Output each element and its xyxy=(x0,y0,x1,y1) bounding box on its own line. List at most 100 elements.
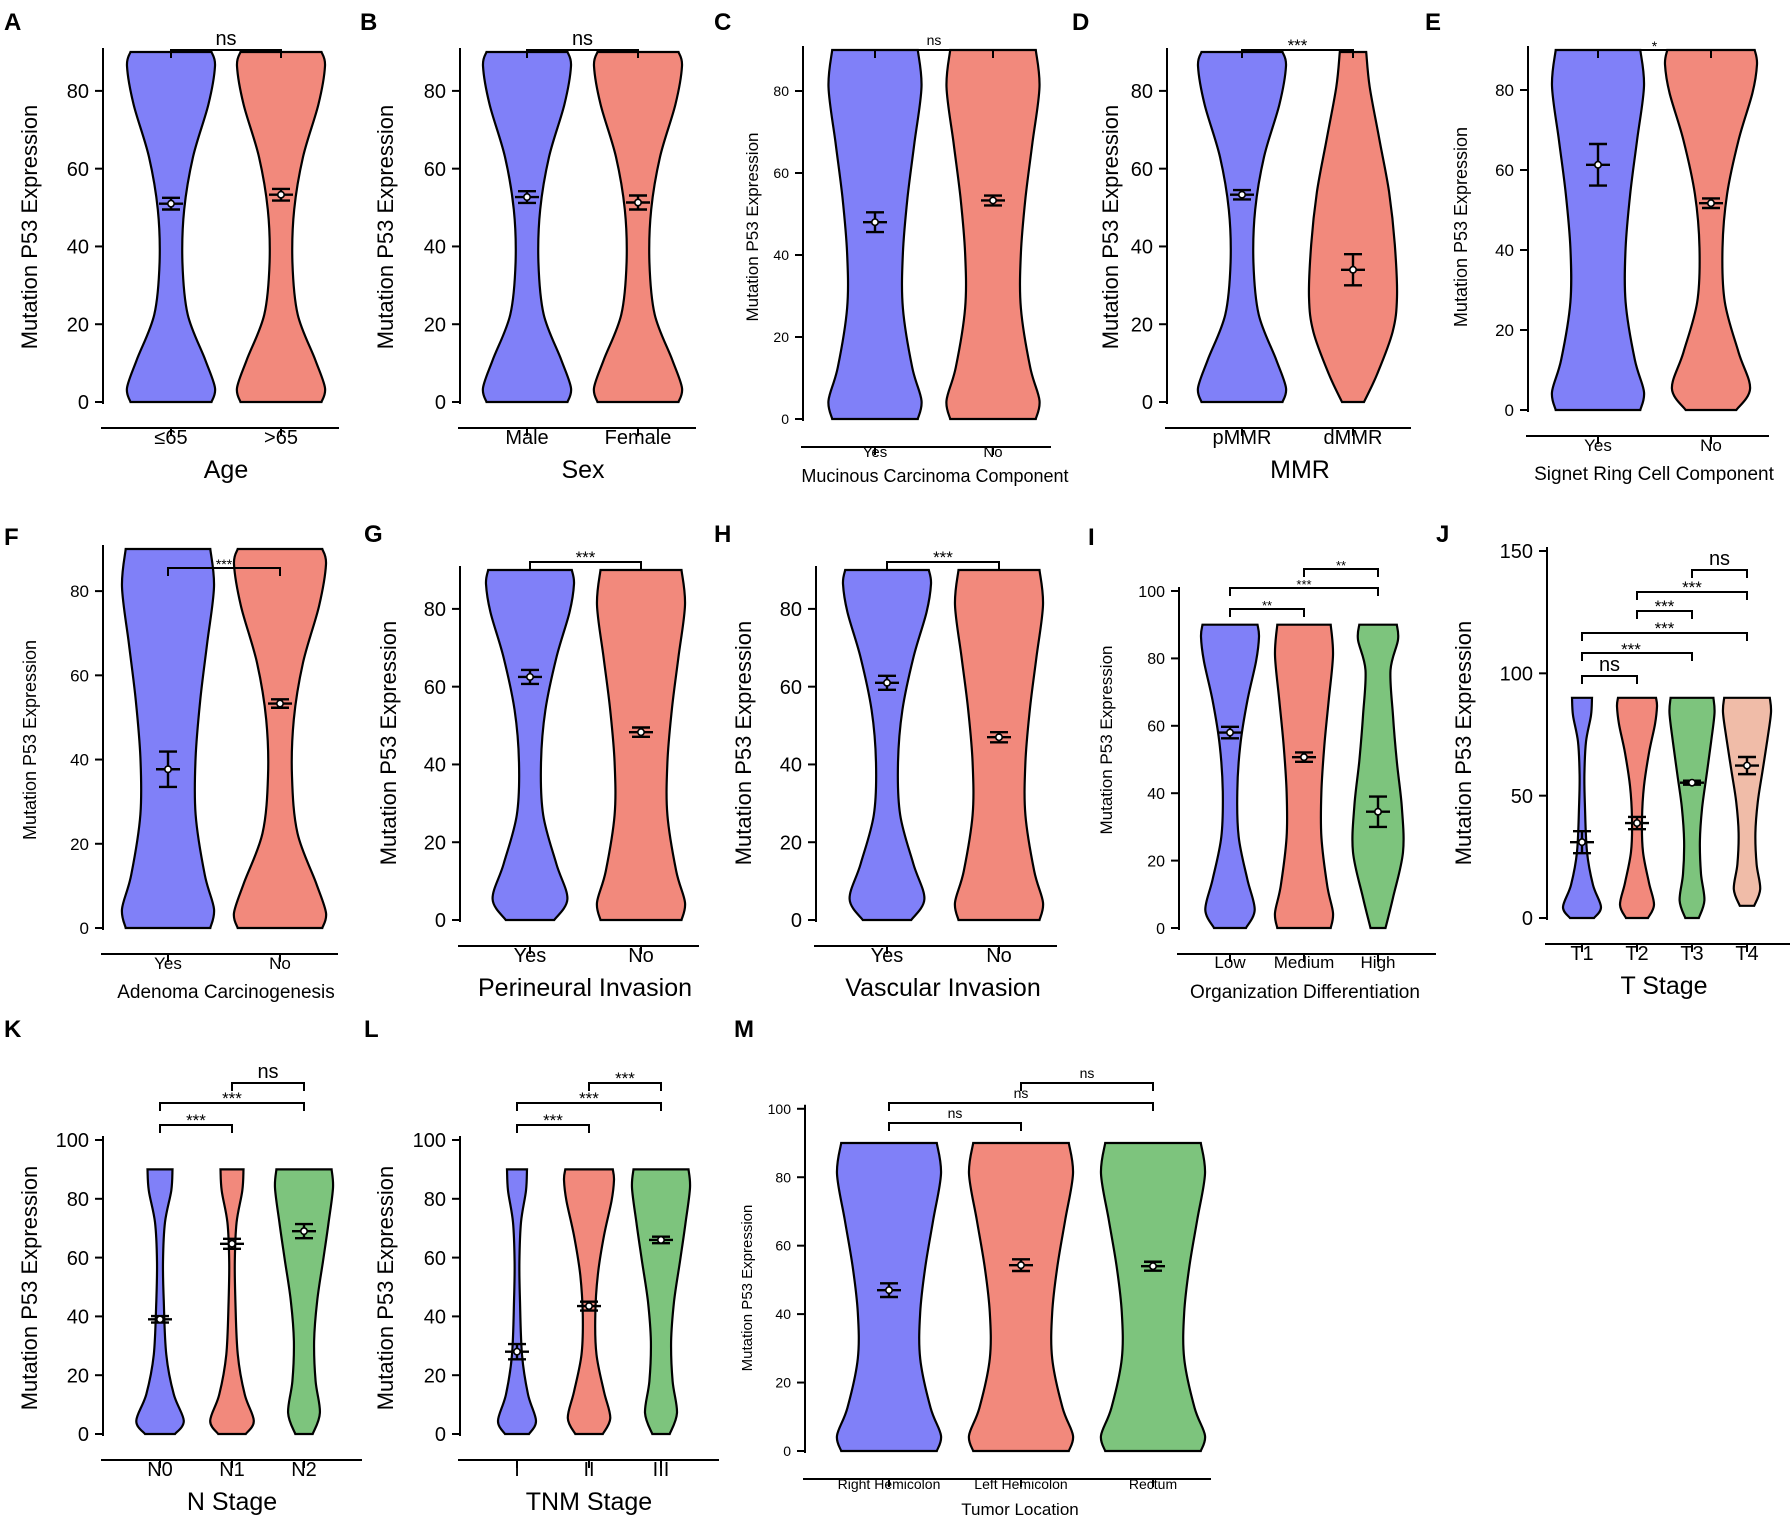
y-tick-label: 0 xyxy=(435,392,446,414)
x-tick-label: Medium xyxy=(1274,953,1334,972)
mean-point xyxy=(636,728,645,737)
mean-point xyxy=(522,193,531,202)
x-tick-label: Yes xyxy=(871,945,904,967)
significance-label: *** xyxy=(933,548,953,567)
y-tick-label: 80 xyxy=(70,582,89,601)
mean-point xyxy=(656,1235,665,1244)
mean-point xyxy=(870,218,879,227)
violin-no xyxy=(1663,48,1759,412)
y-tick-label: 80 xyxy=(67,1189,89,1211)
y-tick-label: 80 xyxy=(780,599,802,621)
significance-label: *** xyxy=(186,1111,206,1130)
significance-bracket xyxy=(888,1102,1154,1111)
x-tick-label: dMMR xyxy=(1324,427,1383,449)
mean-point xyxy=(1374,807,1383,816)
panel-letter: C xyxy=(714,9,731,36)
violin-i xyxy=(496,1168,538,1436)
y-axis-label: Mutation P53 Expression xyxy=(1451,127,1471,327)
y-axis-label: Mutation P53 Expression xyxy=(739,1205,756,1372)
violin-yes xyxy=(120,547,216,930)
mean-point xyxy=(988,196,997,205)
mean-point xyxy=(1238,190,1247,199)
mean-point xyxy=(1633,819,1642,828)
y-tick-label: 0 xyxy=(78,392,89,414)
y-tick-label: 0 xyxy=(1505,401,1514,420)
x-tick-label: No xyxy=(1700,436,1722,455)
y-tick-label: 20 xyxy=(67,1365,89,1387)
significance-bracket xyxy=(1597,49,1712,58)
significance-bracket xyxy=(516,1124,590,1133)
x-tick-label: Yes xyxy=(1584,436,1612,455)
x-axis-label: Tumor Location xyxy=(961,1500,1078,1519)
violin-left-hemicolon xyxy=(967,1141,1075,1453)
x-axis-label: Adenoma Carcinogenesis xyxy=(117,982,335,1003)
x-axis-label: MMR xyxy=(1270,456,1330,484)
x-tick-label: Male xyxy=(505,427,548,449)
significance-bracket xyxy=(167,567,281,576)
panel-letter: A xyxy=(4,9,21,36)
x-tick-label: I xyxy=(514,1459,520,1481)
significance-bracket xyxy=(874,49,994,58)
y-tick-label: 100 xyxy=(1138,584,1165,601)
y-tick-label: 0 xyxy=(80,919,89,938)
significance-label: *** xyxy=(216,556,233,572)
y-axis-label: Mutation P53 Expression xyxy=(376,621,401,866)
x-axis-label: Age xyxy=(204,456,248,484)
panel-letter: H xyxy=(714,521,731,548)
y-tick-label: 0 xyxy=(1156,921,1165,938)
significance-label: *** xyxy=(615,1069,635,1088)
y-tick-label: 0 xyxy=(435,910,446,932)
panel-b: B 0 20 40 60 80 Mutation P53 Expression Male Fem… xyxy=(360,9,696,484)
mean-point xyxy=(167,199,176,208)
x-tick-label: Yes xyxy=(154,954,182,973)
mean-point xyxy=(1149,1262,1158,1271)
significance-bracket xyxy=(516,1102,662,1111)
y-tick-label: 80 xyxy=(773,83,789,99)
significance-label: *** xyxy=(1621,640,1641,659)
mean-point xyxy=(1594,160,1603,169)
y-tick-label: 80 xyxy=(424,1189,446,1211)
violin-t1 xyxy=(1561,696,1603,920)
significance-bracket xyxy=(231,1082,305,1091)
y-tick-label: 40 xyxy=(773,247,789,263)
mean-point xyxy=(164,765,173,774)
panel-h: H 0 20 40 60 80 Mutation P53 Expression Yes No Va… xyxy=(714,521,1057,1002)
y-tick-label: 20 xyxy=(1147,853,1165,870)
mean-point xyxy=(1743,761,1752,770)
y-tick-label: 80 xyxy=(775,1169,791,1185)
y-tick-label: 80 xyxy=(424,599,446,621)
panel-g: G 0 20 40 60 80 Mutation P53 Expression Yes No Pe… xyxy=(364,521,699,1002)
violin-yes xyxy=(1550,48,1646,412)
violin-no xyxy=(945,48,1041,421)
y-tick-label: 60 xyxy=(424,677,446,699)
significance-bracket xyxy=(1229,608,1305,617)
mean-point xyxy=(156,1315,165,1324)
significance-bracket xyxy=(1636,610,1693,619)
x-tick-label: N1 xyxy=(219,1459,245,1481)
y-axis-label: Mutation P53 Expression xyxy=(1098,105,1123,350)
y-tick-label: 40 xyxy=(67,1307,89,1329)
y-tick-label: 100 xyxy=(768,1101,792,1117)
y-tick-label: 40 xyxy=(424,237,446,259)
panel-i: I 0 20 40 60 80 100 Mutation P53 Expression Low M… xyxy=(1088,524,1436,1003)
violin-no xyxy=(595,568,687,922)
y-tick-label: 60 xyxy=(67,1248,89,1270)
panel-j: J 0 50 100 150 Mutation P53 Expression T1 T2 T3 T… xyxy=(1436,521,1790,1000)
violin-n1 xyxy=(209,1168,255,1436)
x-tick-label: Female xyxy=(605,427,672,449)
significance-bracket xyxy=(170,49,282,58)
x-tick-label: Right Hemicolon xyxy=(838,1476,941,1492)
mean-point xyxy=(512,1347,521,1356)
y-tick-label: 20 xyxy=(1131,314,1153,336)
significance-label: * xyxy=(1652,38,1658,54)
x-tick-label: pMMR xyxy=(1213,427,1272,449)
mean-point xyxy=(882,678,891,687)
y-tick-label: 20 xyxy=(773,329,789,345)
panel-letter: F xyxy=(4,524,19,551)
x-tick-label: Yes xyxy=(863,444,887,461)
mean-point xyxy=(1016,1261,1025,1270)
violin-low xyxy=(1199,623,1261,930)
significance-bracket xyxy=(1691,569,1748,578)
panel-letter: K xyxy=(4,1016,22,1043)
significance-label: *** xyxy=(1288,36,1308,55)
